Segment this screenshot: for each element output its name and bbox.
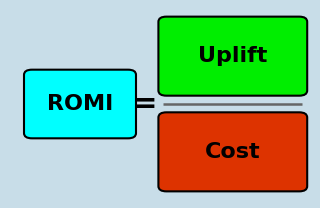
FancyBboxPatch shape bbox=[158, 17, 307, 96]
Text: ROMI: ROMI bbox=[47, 94, 113, 114]
FancyBboxPatch shape bbox=[24, 70, 136, 138]
FancyBboxPatch shape bbox=[158, 112, 307, 191]
Text: Uplift: Uplift bbox=[198, 46, 268, 66]
Text: Cost: Cost bbox=[205, 142, 261, 162]
Text: =: = bbox=[134, 90, 157, 118]
